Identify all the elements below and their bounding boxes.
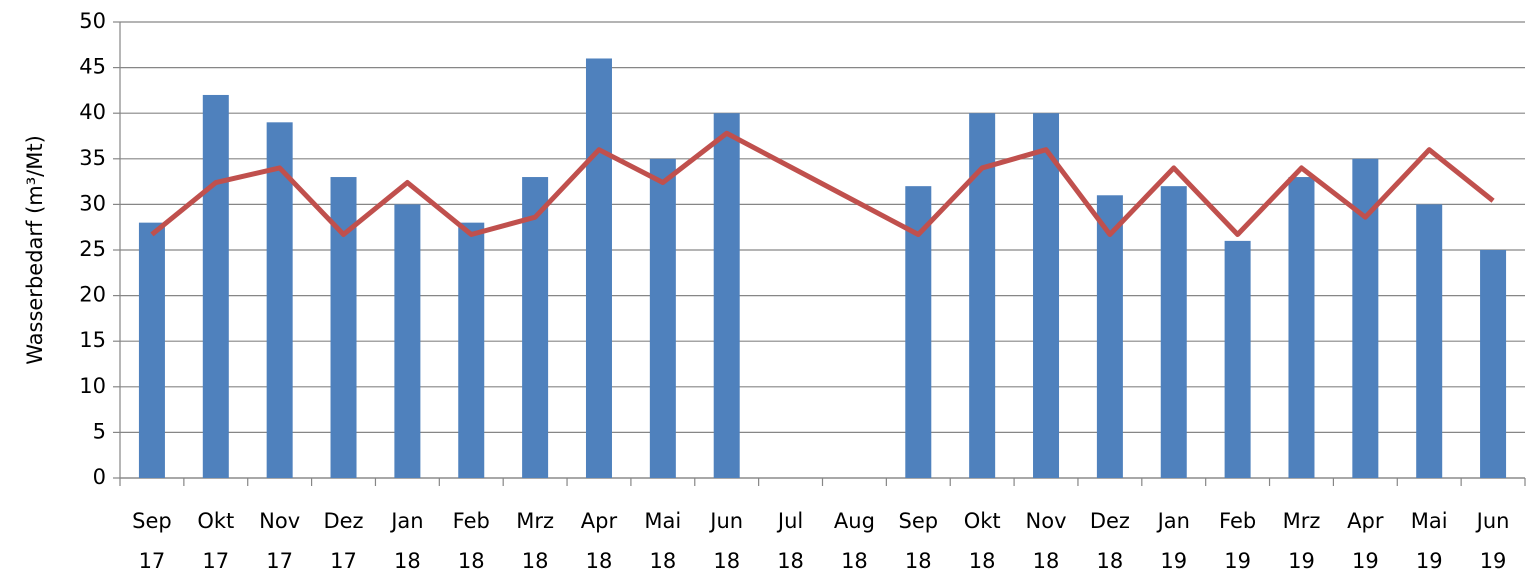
x-tick-label-line: 18 — [1033, 549, 1060, 573]
x-tick-label-line: Apr — [581, 509, 618, 533]
x-tick-label: Jul 18 — [776, 509, 804, 573]
bar — [585, 58, 612, 478]
x-tick-label: Okt 17 — [197, 509, 234, 573]
x-tick-label-line: Dez — [323, 509, 363, 533]
x-tick-label-line: Apr — [1347, 509, 1384, 533]
x-tick-label-line: 18 — [969, 549, 996, 573]
y-tick-label: 0 — [93, 465, 106, 489]
x-tick-label-line: 19 — [1416, 549, 1443, 573]
bar — [1288, 177, 1315, 479]
x-tick-label-line: 19 — [1480, 549, 1507, 573]
x-tick-label-line: 17 — [202, 549, 229, 573]
x-tick-label-line: 19 — [1224, 549, 1251, 573]
bar — [522, 177, 549, 479]
x-tick-label: Jan 19 — [1156, 509, 1190, 573]
x-tick-label: Nov 17 — [259, 509, 300, 573]
y-tick-label: 40 — [79, 100, 106, 124]
x-tick-label-line: 18 — [777, 549, 804, 573]
bar — [138, 222, 165, 478]
y-tick-label: 50 — [79, 9, 106, 33]
x-tick-label: Jun 18 — [708, 509, 743, 573]
x-tick-label-line: Mrz — [1283, 509, 1321, 533]
x-tick-label-line: 19 — [1288, 549, 1315, 573]
y-tick-label: 45 — [79, 55, 106, 79]
x-tick-label-line: 18 — [394, 549, 421, 573]
x-tick-label-line: Sep — [898, 509, 938, 533]
x-tick-label-line: 18 — [905, 549, 932, 573]
x-tick-label: Mrz 18 — [516, 509, 554, 573]
x-tick-label-line: Jun — [1475, 509, 1510, 533]
x-tick-label-line: 17 — [266, 549, 293, 573]
bar — [394, 204, 421, 478]
x-tick-label: Apr 18 — [581, 509, 618, 573]
x-tick-label-line: 18 — [1097, 549, 1124, 573]
x-tick-label-line: Jan — [1156, 509, 1190, 533]
bar — [202, 94, 229, 479]
x-tick-label-line: 18 — [713, 549, 740, 573]
bar — [1096, 195, 1123, 478]
y-axis-label: Wasserbedarf (m³/Mt) — [23, 135, 47, 365]
bar — [458, 222, 485, 478]
line — [150, 130, 1495, 237]
x-tick-label-line: Okt — [964, 509, 1001, 533]
x-tick-label-line: Feb — [453, 509, 490, 533]
x-tick-label: Feb 18 — [453, 509, 490, 573]
y-tick-label: 25 — [79, 237, 106, 261]
x-tick-label-line: Feb — [1219, 509, 1256, 533]
x-tick-label-line: 18 — [841, 549, 868, 573]
x-tick-label-line: Jun — [708, 509, 743, 533]
x-tick-label-line: 19 — [1160, 549, 1187, 573]
x-tick-label-line: Okt — [197, 509, 234, 533]
x-tick-label-line: Jan — [389, 509, 423, 533]
x-tick-label-line: Nov — [259, 509, 300, 533]
x-tick-label-line: Mai — [1411, 509, 1448, 533]
bar — [1160, 186, 1187, 478]
x-tick-label-line: Mrz — [516, 509, 554, 533]
bar — [1480, 250, 1507, 478]
x-tick-label: Jun 19 — [1475, 509, 1510, 573]
bar — [1224, 240, 1251, 478]
x-tick-label: Mrz 19 — [1283, 509, 1321, 573]
x-tick-label-line: Jul — [776, 509, 803, 533]
x-tick-label-line: 18 — [649, 549, 676, 573]
bar — [649, 158, 676, 479]
x-tick-label: Sep 18 — [898, 509, 938, 573]
x-tick-label: Dez 18 — [1090, 509, 1130, 573]
x-tick-label-line: 17 — [330, 549, 357, 573]
x-tick-label: Dez 17 — [323, 509, 363, 573]
y-tick-label: 30 — [79, 191, 106, 215]
x-tick-label-line: 18 — [522, 549, 549, 573]
x-tick-label-line: Sep — [132, 509, 172, 533]
x-tick-label: Mai 19 — [1411, 509, 1448, 573]
x-tick-label: Feb 19 — [1219, 509, 1256, 573]
x-tick-label: Jan 18 — [389, 509, 423, 573]
x-tick-label-line: Aug — [834, 509, 875, 533]
y-tick-label: 20 — [79, 283, 106, 307]
bar — [1033, 113, 1060, 478]
x-tick-label: Sep 17 — [132, 509, 172, 573]
x-tick-label-line: 18 — [458, 549, 485, 573]
y-tick-label: 35 — [79, 146, 106, 170]
bar — [713, 113, 740, 478]
x-tick-label: Apr 19 — [1347, 509, 1384, 573]
y-tick-label: 10 — [79, 374, 106, 398]
x-tick-label-line: Dez — [1090, 509, 1130, 533]
x-tick-label: Aug 18 — [834, 509, 875, 573]
y-tick-label: 15 — [79, 328, 106, 352]
x-tick-label-line: 18 — [586, 549, 613, 573]
x-tick-label-line: Nov — [1026, 509, 1067, 533]
bar — [266, 122, 293, 478]
x-tick-label: Mai 18 — [644, 509, 681, 573]
x-tick-label-line: Mai — [644, 509, 681, 533]
x-tick-label-line: 19 — [1352, 549, 1379, 573]
x-tick-label: Nov 18 — [1026, 509, 1067, 573]
y-tick-label: 5 — [93, 419, 106, 443]
bar — [1416, 204, 1443, 478]
x-tick-label-line: 17 — [139, 549, 166, 573]
x-tick-label: Okt 18 — [964, 509, 1001, 573]
